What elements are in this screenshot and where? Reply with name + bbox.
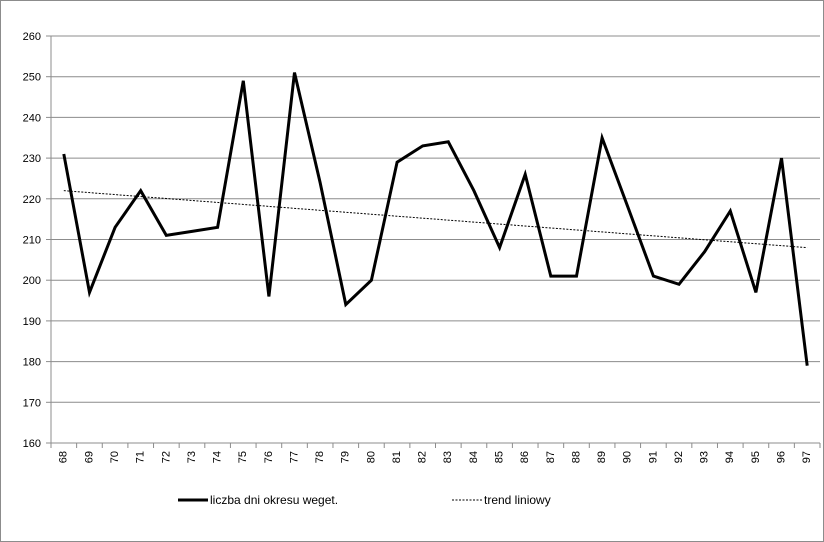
x-tick-label: 91 [647,451,659,463]
x-tick-label: 92 [673,451,685,463]
x-tick-label: 69 [83,451,95,463]
y-tick-label: 160 [23,438,41,450]
y-tick-label: 190 [23,316,41,328]
y-tick-label: 240 [23,112,41,124]
x-tick-label: 86 [519,451,531,463]
x-tick-label: 97 [801,451,813,463]
x-tick-label: 85 [493,451,505,463]
y-tick-label: 210 [23,235,41,247]
x-tick-label: 76 [263,451,275,463]
x-tick-label: 74 [212,451,224,463]
x-tick-label: 70 [109,451,121,463]
x-tick-label: 95 [750,451,762,463]
x-tick-label: 94 [724,451,736,463]
x-tick-label: 77 [288,451,300,463]
y-tick-label: 170 [23,397,41,409]
y-tick-label: 220 [23,194,41,206]
y-tick-label: 230 [23,153,41,165]
x-tick-label: 68 [58,451,70,463]
x-tick-label: 96 [775,451,787,463]
x-tick-label: 73 [186,451,198,463]
y-axis-ticks: 160 170 180 190 200 210 220 230 240 250 260 [23,31,41,450]
x-tick-label: 72 [160,451,172,463]
x-tick-label: 87 [545,451,557,463]
x-tick-label: 93 [699,451,711,463]
x-tick-label: 90 [622,451,634,463]
x-tick-label: 82 [417,451,429,463]
series-line-trend [63,190,808,249]
gridlines [46,35,821,448]
y-tick-label: 200 [23,275,41,287]
y-tick-label: 180 [23,357,41,369]
x-axis-ticks: 68 69 70 71 72 73 74 75 76 77 78 79 80 81 82 83 84 85 86 87… [58,451,813,463]
x-tick-label: 83 [442,451,454,463]
x-tick-label: 80 [365,451,377,463]
legend-label-series: liczba dni okresu weget. [210,493,338,507]
x-tick-label: 78 [314,451,326,463]
x-tick-label: 81 [391,451,403,463]
legend: liczba dni okresu weget. trend liniowy [178,493,551,507]
series-line-vegetation-days [62,72,809,366]
x-tick-label: 71 [135,451,147,463]
series-layer [62,72,809,366]
x-tick-label: 89 [596,451,608,463]
y-tick-label: 260 [23,31,41,43]
x-tick-label: 75 [237,451,249,463]
legend-label-trend: trend liniowy [484,493,551,507]
x-tick-label: 84 [468,451,480,463]
y-tick-label: 250 [23,72,41,84]
x-tick-label: 79 [340,451,352,463]
x-tick-label: 88 [570,451,582,463]
